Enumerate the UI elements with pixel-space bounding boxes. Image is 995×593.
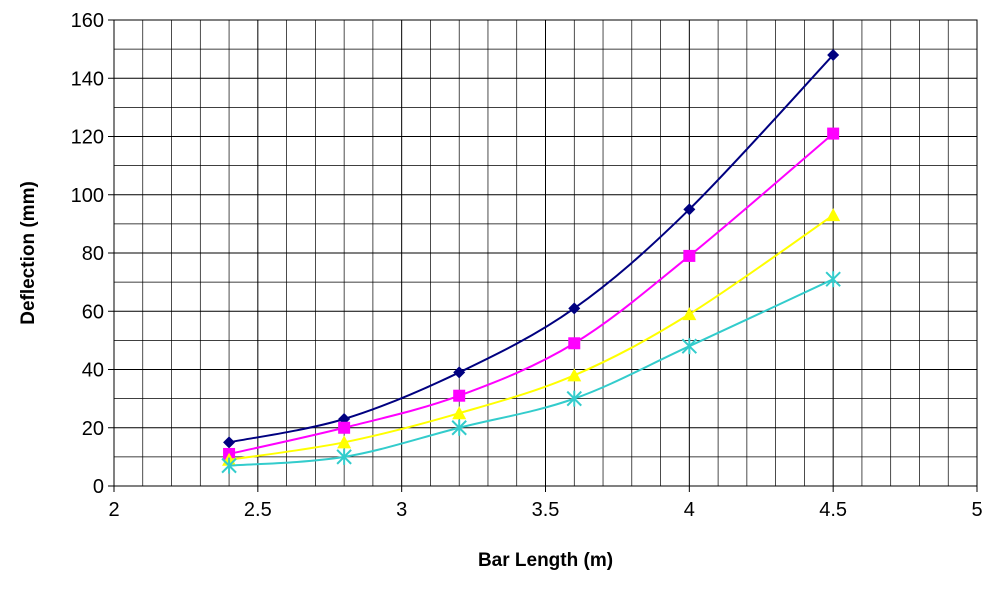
y-tick-label: 140 — [71, 68, 104, 90]
x-tick-label: 2.5 — [244, 499, 272, 521]
series-2-line — [228, 132, 834, 455]
data-point-diamond — [827, 48, 840, 61]
data-point-diamond — [683, 203, 696, 216]
y-axis-title: Deflection (mm) — [18, 181, 39, 325]
data-point-diamond — [453, 366, 466, 379]
data-point-triangle — [682, 307, 697, 321]
data-point-triangle — [452, 406, 467, 420]
major-gridlines — [113, 19, 978, 487]
y-tick-label: 20 — [82, 418, 104, 440]
x-axis-title: Bar Length (m) — [478, 550, 613, 571]
data-point-diamond — [568, 302, 581, 315]
data-point-diamond — [223, 436, 236, 449]
y-tick-label: 0 — [93, 476, 104, 498]
data-point-square — [683, 249, 696, 262]
y-axis-ticks: 0 20 40 60 80 100 120 140 160 — [71, 10, 114, 498]
y-tick-label: 160 — [71, 10, 104, 32]
data-point-asterisk — [336, 448, 352, 465]
x-tick-label: 4 — [684, 499, 695, 521]
y-tick-label: 40 — [82, 360, 104, 382]
series-1-line — [228, 54, 834, 444]
y-tick-label: 60 — [82, 301, 104, 323]
data-point-asterisk — [825, 271, 841, 288]
y-tick-label: 120 — [71, 127, 104, 149]
x-axis-ticks: 2 2.5 3 3.5 4 4.5 5 — [108, 486, 983, 521]
series-layer — [221, 48, 841, 474]
data-point-square — [568, 337, 581, 350]
data-point-asterisk — [566, 390, 582, 407]
data-point-triangle — [567, 368, 582, 382]
series-4 — [221, 271, 841, 474]
x-tick-label: 3 — [396, 499, 407, 521]
series-1 — [223, 48, 840, 449]
series-3-line — [228, 214, 834, 461]
data-point-asterisk — [451, 419, 467, 436]
data-point-square — [453, 389, 466, 402]
series-4-line — [228, 278, 834, 467]
x-tick-label: 2 — [108, 499, 119, 521]
data-point-asterisk — [221, 457, 237, 474]
x-tick-label: 5 — [971, 499, 982, 521]
data-point-triangle — [826, 208, 841, 222]
x-tick-label: 3.5 — [532, 499, 560, 521]
data-point-square — [338, 421, 351, 434]
data-point-triangle — [337, 435, 352, 449]
y-tick-label: 100 — [71, 185, 104, 207]
series-2 — [223, 127, 840, 460]
data-point-square — [827, 127, 840, 140]
y-tick-label: 80 — [82, 243, 104, 265]
x-tick-label: 4.5 — [819, 499, 847, 521]
data-point-asterisk — [681, 338, 698, 355]
